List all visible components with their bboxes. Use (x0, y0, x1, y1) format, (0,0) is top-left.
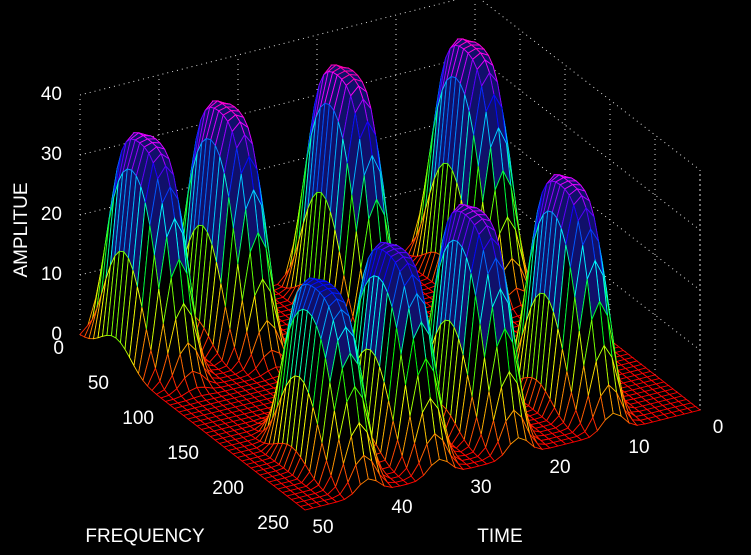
y-tick-label: 100 (122, 408, 154, 429)
grid-line (480, 0, 701, 171)
grid-line (79, 0, 458, 96)
x-tick-label: 0 (713, 417, 724, 438)
y-tick-label: 50 (88, 373, 109, 394)
y-axis-label: FREQUENCY (85, 526, 205, 547)
y-tick-label: 200 (212, 478, 244, 499)
z-tick-label: 20 (41, 204, 62, 225)
x-tick-label: 40 (391, 497, 412, 518)
mesh-surface (79, 38, 702, 511)
z-axis-label: AMPLITUE (11, 182, 32, 277)
y-tick-label: 150 (167, 443, 199, 464)
z-tick-label: 10 (41, 264, 62, 285)
x-tick-label: 20 (549, 457, 570, 478)
z-tick-label: 30 (41, 144, 62, 165)
z-tick-label: 40 (41, 84, 62, 105)
y-tick-label: 0 (53, 338, 64, 359)
x-tick-label: 50 (312, 517, 333, 538)
mesh-cell (299, 504, 314, 511)
y-tick-label: 250 (257, 513, 289, 534)
x-tick-label: 10 (628, 437, 649, 458)
x-tick-label: 30 (470, 477, 491, 498)
z-tick-label: 0 (51, 324, 62, 345)
x-axis-label: TIME (477, 526, 522, 547)
